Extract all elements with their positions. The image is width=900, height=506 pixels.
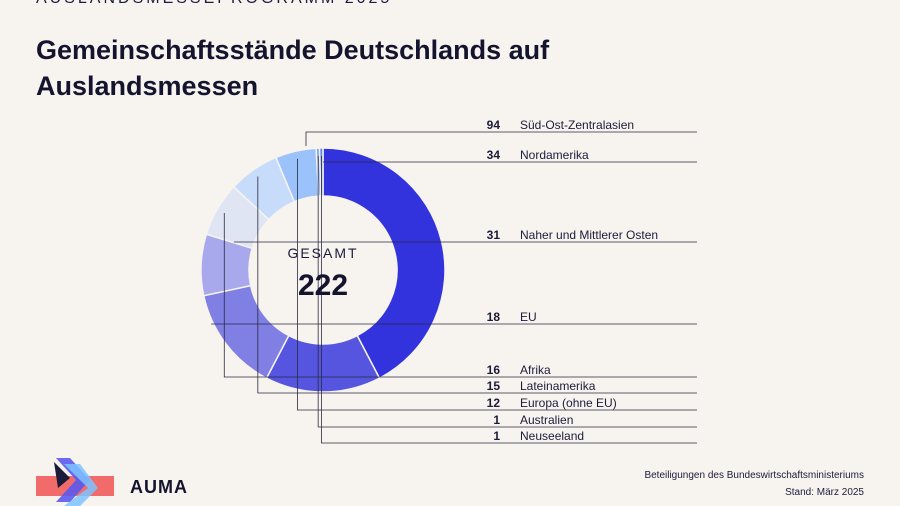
slice-value-6: 12 xyxy=(487,396,501,410)
slice-label-6: Europa (ohne EU) xyxy=(520,396,617,410)
leader-line-6 xyxy=(297,158,697,411)
leader-line-5 xyxy=(257,176,697,394)
slice-label-1: Nordamerika xyxy=(520,148,589,162)
leader-line-7 xyxy=(317,156,697,428)
slice-value-7: 1 xyxy=(493,413,500,427)
leader-line-0 xyxy=(305,131,697,146)
auma-logo-icon xyxy=(36,458,114,506)
footer-source: Beteiligungen des Bundeswirtschaftsminis… xyxy=(644,470,864,481)
kicker: AUSLANDSMESSEPROGRAMM 2025 xyxy=(36,0,392,8)
slice-value-1: 34 xyxy=(487,148,501,162)
slice-value-8: 1 xyxy=(493,429,500,443)
slice-label-7: Australien xyxy=(520,413,573,427)
slice-label-5: Lateinamerika xyxy=(520,379,596,393)
slice-value-3: 18 xyxy=(487,310,501,324)
slice-label-4: Afrika xyxy=(520,363,551,377)
leader-line-8 xyxy=(320,156,697,444)
brand-name: AUMA xyxy=(130,477,188,497)
slice-0 xyxy=(322,147,446,380)
chart-title: Gemeinschaftsstände Deutschlands auf Aus… xyxy=(36,35,550,101)
footer-note: Beteiligungen des Bundeswirtschaftsminis… xyxy=(644,467,864,501)
slice-value-0: 94 xyxy=(487,118,501,132)
center-total: 222 xyxy=(298,269,348,302)
slice-value-4: 16 xyxy=(487,363,501,377)
slice-label-0: Süd-Ost-Zentralasien xyxy=(520,118,634,132)
slice-label-8: Neuseeland xyxy=(520,429,584,443)
center-label: GESAMT xyxy=(287,245,358,261)
slice-value-2: 31 xyxy=(487,228,501,242)
footer-date: Stand: März 2025 xyxy=(785,487,864,498)
leader-line-4 xyxy=(223,213,697,378)
slice-label-3: EU xyxy=(520,310,537,324)
slice-value-5: 15 xyxy=(487,379,501,393)
slice-label-2: Naher und Mittlerer Osten xyxy=(520,228,658,242)
